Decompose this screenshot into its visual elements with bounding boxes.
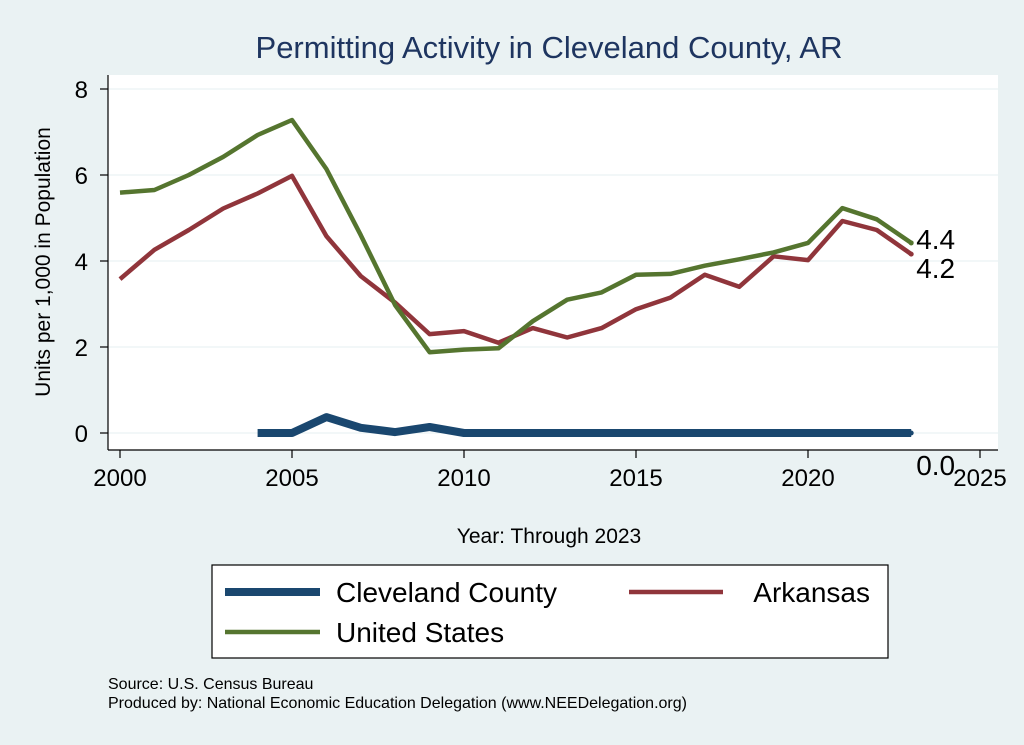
legend-label-united-states: United States bbox=[336, 617, 504, 648]
legend: Cleveland County Arkansas United States bbox=[225, 577, 870, 648]
y-tick-label: 2 bbox=[75, 335, 88, 362]
legend-box bbox=[211, 564, 889, 659]
end-label-arkansas: 4.2 bbox=[916, 253, 955, 284]
x-axis-title: Year: Through 2023 bbox=[457, 525, 642, 548]
y-axis-title: Units per 1,000 in Population bbox=[32, 127, 55, 397]
x-tick-label: 2010 bbox=[437, 465, 490, 492]
series-lines bbox=[118, 117, 914, 437]
y-tick-label: 4 bbox=[75, 249, 88, 276]
end-point-arkansas bbox=[908, 251, 914, 257]
y-tick-label: 0 bbox=[75, 421, 88, 448]
y-axis: 0 2 4 6 8 bbox=[75, 77, 108, 448]
end-label-cleveland-county: 0.0 bbox=[916, 450, 955, 481]
x-tick-label: 2005 bbox=[265, 465, 318, 492]
y-tick-label: 8 bbox=[75, 77, 88, 104]
chart-title: Permitting Activity in Cleveland County,… bbox=[256, 30, 843, 65]
source-note: Source: U.S. Census Bureau bbox=[108, 676, 313, 693]
x-axis: 2000 2005 2010 2015 2020 2025 bbox=[93, 450, 1007, 492]
x-tick-label: 2020 bbox=[781, 465, 834, 492]
legend-label-arkansas: Arkansas bbox=[753, 577, 870, 608]
end-point-cleveland-county bbox=[908, 430, 914, 436]
legend-label-cleveland-county: Cleveland County bbox=[336, 577, 557, 608]
producer-note: Produced by: National Economic Education… bbox=[108, 695, 687, 712]
end-label-united-states: 4.4 bbox=[916, 224, 955, 255]
end-point-united-states bbox=[908, 240, 914, 246]
x-tick-label: 2025 bbox=[953, 465, 1006, 492]
x-tick-label: 2000 bbox=[93, 465, 146, 492]
y-tick-label: 6 bbox=[75, 163, 88, 190]
x-tick-label: 2015 bbox=[609, 465, 662, 492]
end-labels: 0.0 4.24.4 bbox=[916, 224, 955, 481]
series-line-cleveland-county bbox=[257, 413, 912, 437]
plot-area bbox=[108, 75, 998, 450]
series-line-united-states bbox=[119, 117, 913, 355]
